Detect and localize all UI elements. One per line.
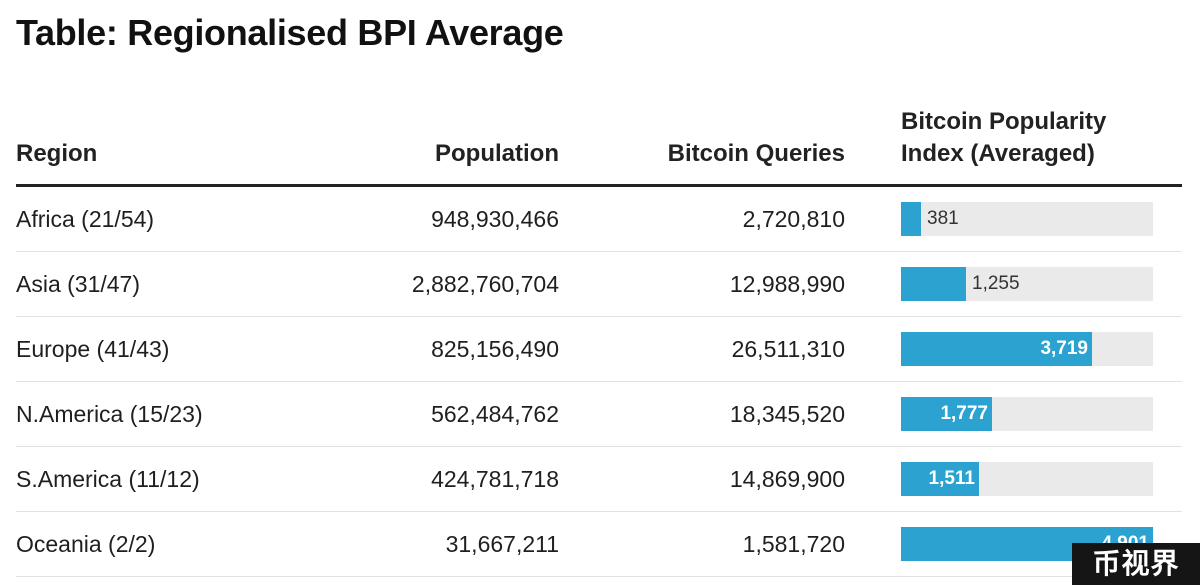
column-header-bpi: Bitcoin Popularity Index (Averaged) <box>845 100 1182 187</box>
region-cell: Africa (21/54) <box>16 185 316 252</box>
table-row: Asia (31/47) 2,882,760,704 12,988,990 1,255 <box>16 251 1182 317</box>
table-row: N.America (15/23) 562,484,762 18,345,520 1,… <box>16 381 1182 447</box>
bpi-bar-track: 1,255 <box>901 267 1153 301</box>
population-cell: 562,484,762 <box>316 381 559 447</box>
bpi-cell: 1,511 <box>845 446 1182 512</box>
bpi-cell: 381 <box>845 185 1182 252</box>
table-body: Africa (21/54) 948,930,466 2,720,810 381 Asi… <box>16 185 1182 577</box>
queries-cell: 14,869,900 <box>559 446 845 512</box>
column-header-bpi-line1: Bitcoin Popularity <box>901 108 1107 135</box>
table-header-row: Region Population Bitcoin Queries Bitcoi… <box>16 100 1182 187</box>
bpi-value-label: 1,777 <box>940 403 988 424</box>
table-row: S.America (11/12) 424,781,718 14,869,900 1,… <box>16 446 1182 512</box>
population-cell: 948,930,466 <box>316 185 559 252</box>
table-row: Africa (21/54) 948,930,466 2,720,810 381 <box>16 185 1182 252</box>
population-cell: 2,882,760,704 <box>316 251 559 317</box>
population-cell: 825,156,490 <box>316 316 559 382</box>
bpi-cell: 3,719 <box>845 316 1182 382</box>
region-cell: Oceania (2/2) <box>16 511 316 577</box>
bpi-bar-track: 381 <box>901 202 1153 236</box>
watermark-logo: 币视界 <box>1072 543 1200 585</box>
queries-cell: 26,511,310 <box>559 316 845 382</box>
bpi-cell: 1,777 <box>845 381 1182 447</box>
queries-cell: 18,345,520 <box>559 381 845 447</box>
bpi-bar-track: 1,777 <box>901 397 1153 431</box>
bpi-bar-track: 3,719 <box>901 332 1153 366</box>
column-header-bpi-line2: Index (Averaged) <box>901 140 1095 167</box>
region-cell: N.America (15/23) <box>16 381 316 447</box>
region-cell: Europe (41/43) <box>16 316 316 382</box>
queries-cell: 1,581,720 <box>559 511 845 577</box>
bpi-cell: 4,901 <box>845 511 1182 577</box>
column-header-queries: Bitcoin Queries <box>559 100 845 187</box>
page-title: Table: Regionalised BPI Average <box>16 12 564 53</box>
population-cell: 31,667,211 <box>316 511 559 577</box>
column-header-population: Population <box>316 100 559 187</box>
bpi-value-label: 1,511 <box>928 468 976 489</box>
column-header-region: Region <box>16 100 316 187</box>
bpi-bar-fill <box>901 202 921 236</box>
bpi-value-label: 3,719 <box>1040 338 1088 359</box>
region-cell: S.America (11/12) <box>16 446 316 512</box>
population-cell: 424,781,718 <box>316 446 559 512</box>
bpi-value-label: 381 <box>927 208 959 229</box>
bpi-bar-fill <box>901 397 992 431</box>
bpi-value-label: 1,255 <box>972 273 1020 294</box>
region-cell: Asia (31/47) <box>16 251 316 317</box>
bpi-cell: 1,255 <box>845 251 1182 317</box>
queries-cell: 12,988,990 <box>559 251 845 317</box>
bpi-bar-track: 1,511 <box>901 462 1153 496</box>
bpi-bar-fill <box>901 332 1092 366</box>
table-row: Europe (41/43) 825,156,490 26,511,310 3,719 <box>16 316 1182 382</box>
bpi-table: Region Population Bitcoin Queries Bitcoi… <box>16 100 1182 577</box>
bpi-bar-fill <box>901 462 979 496</box>
queries-cell: 2,720,810 <box>559 185 845 252</box>
bpi-bar-fill <box>901 267 966 301</box>
